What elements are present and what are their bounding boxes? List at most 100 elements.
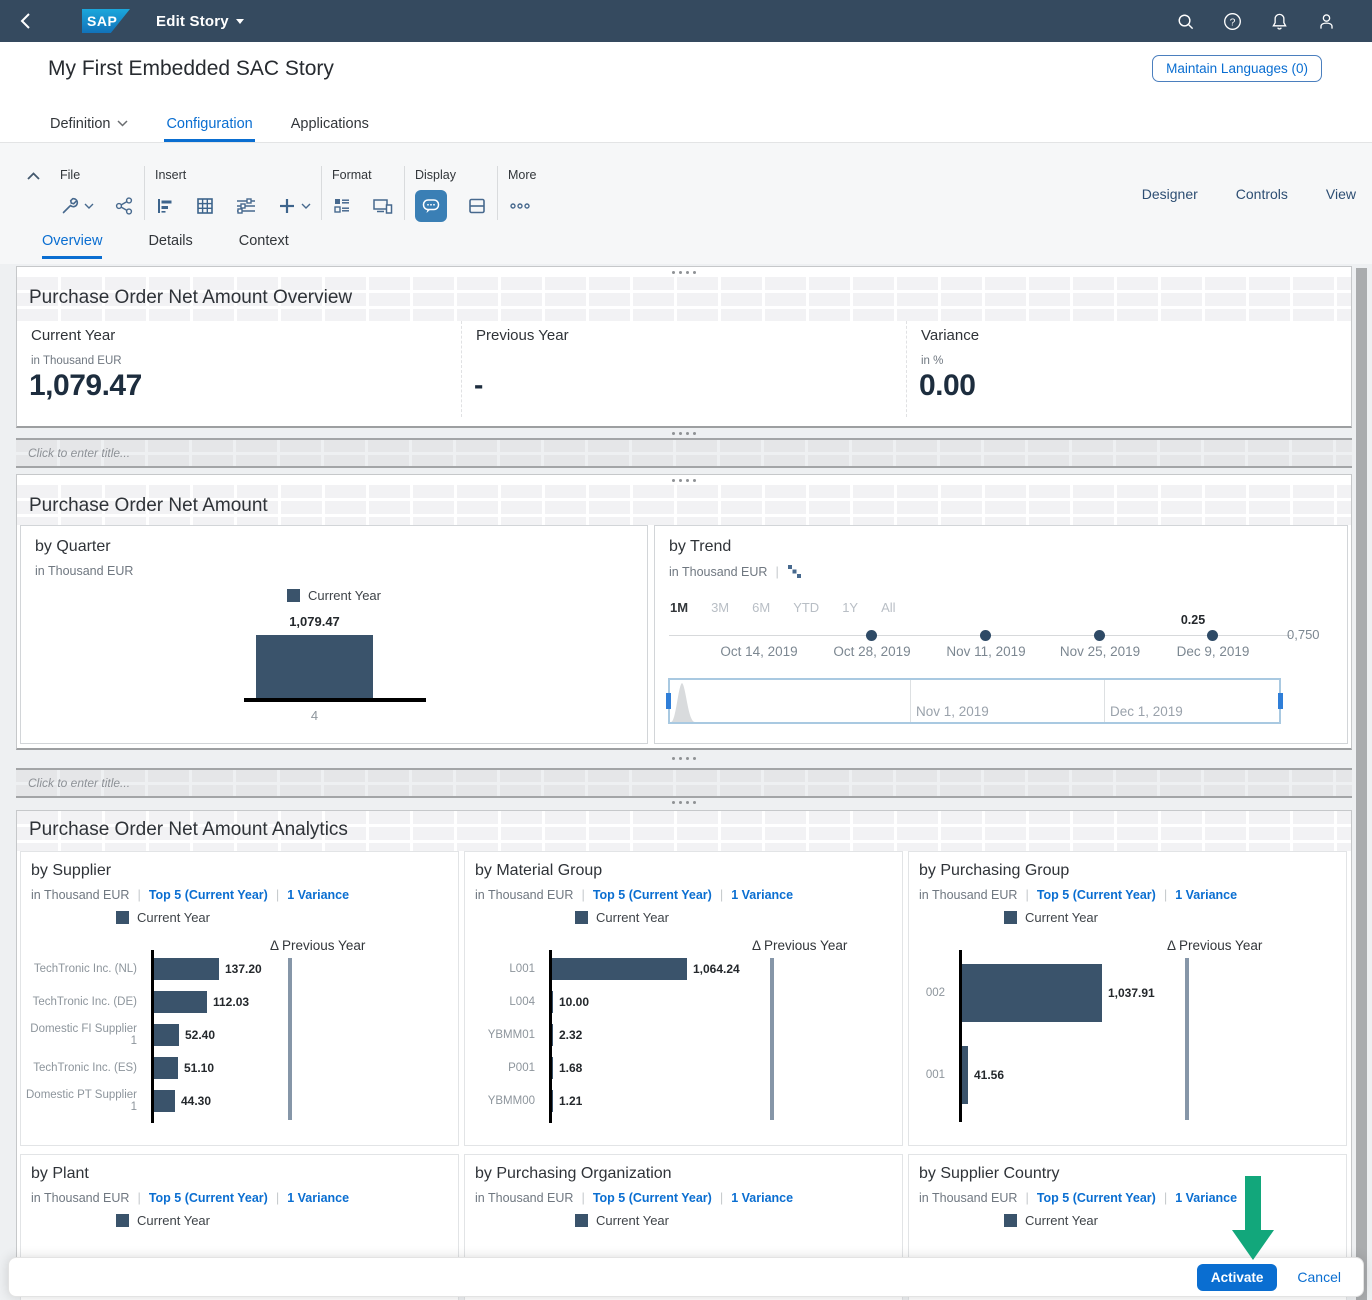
variance-filter-link[interactable]: 1 Variance (731, 888, 793, 902)
search-icon[interactable] (1176, 12, 1195, 31)
range-1m[interactable]: 1M (670, 600, 688, 615)
lane-title-input[interactable]: Click to enter title... (16, 438, 1352, 468)
tab-applications[interactable]: Applications (289, 108, 371, 142)
tab-context[interactable]: Context (239, 233, 289, 259)
help-icon[interactable]: ? (1223, 12, 1242, 31)
bar[interactable] (154, 1024, 179, 1046)
kpi-current-year[interactable]: Current Year in Thousand EUR 1,079.47 (17, 321, 461, 417)
tools-menu-button[interactable] (60, 196, 94, 216)
maintain-languages-button[interactable]: Maintain Languages (0) (1152, 55, 1322, 82)
bar[interactable] (962, 964, 1102, 1022)
drag-handle[interactable] (16, 750, 1352, 760)
bar[interactable] (552, 1057, 553, 1079)
drag-handle[interactable] (16, 798, 1352, 808)
by-trend-chart-tile[interactable]: by Trend in Thousand EUR | 1M 3M 6M YTD … (654, 525, 1348, 744)
tab-definition[interactable]: Definition (48, 108, 130, 142)
bar[interactable] (962, 1046, 968, 1104)
range-6m[interactable]: 6M (752, 600, 770, 615)
insert-input-control-button[interactable] (235, 196, 257, 216)
bar[interactable] (154, 1057, 178, 1079)
bar[interactable] (154, 991, 207, 1013)
by-material-group-chart-tile[interactable]: by Material Group in Thousand EUR | Top … (464, 851, 903, 1146)
chart-unit: in Thousand EUR (35, 564, 133, 578)
lane-title-input[interactable]: Click to enter title... (16, 768, 1352, 798)
bar[interactable] (154, 1090, 175, 1112)
split-view-button[interactable] (467, 196, 487, 216)
range-all[interactable]: All (881, 600, 895, 615)
by-purchasing-group-chart-tile[interactable]: by Purchasing Group in Thousand EUR | To… (908, 851, 1347, 1146)
cancel-button[interactable]: Cancel (1297, 1269, 1341, 1285)
tab-overview[interactable]: Overview (42, 233, 102, 259)
lane-gap (16, 750, 1352, 768)
app-title-menu[interactable]: Edit Story (156, 13, 244, 30)
vertical-scrollbar[interactable] (1356, 268, 1367, 1300)
overview-section[interactable]: Purchase Order Net Amount Overview Curre… (16, 266, 1352, 428)
person-icon[interactable] (1317, 12, 1336, 31)
kpi-name: Variance (921, 327, 979, 344)
top5-filter-link[interactable]: Top 5 (Current Year) (1037, 888, 1156, 902)
legend-label: Current Year (1025, 910, 1098, 925)
view-button[interactable]: View (1326, 186, 1356, 202)
share-button[interactable] (114, 196, 134, 216)
bar-row: Domestic FI Supplier 152.40 (21, 1018, 458, 1051)
styling-button[interactable] (332, 196, 352, 216)
by-supplier-chart-tile[interactable]: by Supplier in Thousand EUR | Top 5 (Cur… (20, 851, 459, 1146)
analytics-section[interactable]: Purchase Order Net Amount Analytics by S… (16, 810, 1352, 1288)
chart-title: by Supplier (31, 862, 111, 880)
back-button[interactable] (0, 12, 50, 30)
range-1y[interactable]: 1Y (842, 600, 858, 615)
drag-handle[interactable] (17, 475, 1351, 485)
variance-filter-link[interactable]: 1 Variance (287, 1191, 349, 1205)
range-handle-left[interactable] (666, 693, 671, 709)
data-point[interactable] (1207, 630, 1218, 641)
bar-row: TechTronic Inc. (ES)51.10 (21, 1051, 458, 1084)
add-widget-button[interactable] (277, 196, 311, 216)
bar[interactable] (552, 1090, 553, 1112)
wrench-icon (60, 196, 80, 216)
controls-button[interactable]: Controls (1236, 186, 1288, 202)
drag-handle[interactable] (17, 267, 1351, 277)
top5-filter-link[interactable]: Top 5 (Current Year) (593, 888, 712, 902)
variance-filter-link[interactable]: 1 Variance (1175, 888, 1237, 902)
range-handle-right[interactable] (1278, 693, 1283, 709)
activate-button[interactable]: Activate (1197, 1264, 1278, 1291)
time-range-selector[interactable]: Nov 1, 2019 Dec 1, 2019 (668, 678, 1281, 724)
bar[interactable] (552, 991, 553, 1013)
variance-filter-link[interactable]: 1 Variance (731, 1191, 793, 1205)
tab-configuration[interactable]: Configuration (164, 108, 254, 142)
top5-filter-link[interactable]: Top 5 (Current Year) (149, 888, 268, 902)
drill-icon[interactable] (787, 564, 802, 579)
kpi-previous-year[interactable]: Previous Year - (461, 321, 906, 417)
chart-title: by Quarter (35, 538, 111, 556)
more-actions-button[interactable] (508, 196, 532, 216)
legend-label: Current Year (308, 588, 381, 603)
collapse-toolbar-button[interactable] (16, 160, 50, 180)
bar[interactable] (552, 1024, 553, 1046)
bar[interactable] (256, 635, 373, 698)
range-ytd[interactable]: YTD (793, 600, 819, 615)
bar-row: L00410.00 (465, 985, 902, 1018)
comments-button[interactable] (415, 190, 447, 222)
data-point[interactable] (866, 630, 877, 641)
by-quarter-chart-tile[interactable]: by Quarter in Thousand EUR Current Year … (20, 525, 648, 744)
data-point[interactable] (980, 630, 991, 641)
canvas-size-button[interactable] (372, 196, 394, 216)
top5-filter-link[interactable]: Top 5 (Current Year) (149, 1191, 268, 1205)
variance-filter-link[interactable]: 1 Variance (287, 888, 349, 902)
insert-chart-button[interactable] (155, 196, 175, 216)
variance-filter-link[interactable]: 1 Variance (1175, 1191, 1237, 1205)
data-point[interactable] (1094, 630, 1105, 641)
range-3m[interactable]: 3M (711, 600, 729, 615)
chart-title: by Plant (31, 1165, 89, 1183)
bar[interactable] (552, 958, 687, 980)
bar[interactable] (154, 958, 219, 980)
top5-filter-link[interactable]: Top 5 (Current Year) (593, 1191, 712, 1205)
insert-table-button[interactable] (195, 196, 215, 216)
tab-details[interactable]: Details (148, 233, 192, 259)
designer-button[interactable]: Designer (1142, 186, 1198, 202)
net-amount-section[interactable]: Purchase Order Net Amount by Quarter in … (16, 474, 1352, 750)
top5-filter-link[interactable]: Top 5 (Current Year) (1037, 1191, 1156, 1205)
drag-handle[interactable] (16, 428, 1352, 438)
kpi-variance[interactable]: Variance in % 0.00 (906, 321, 1351, 417)
bell-icon[interactable] (1270, 12, 1289, 31)
